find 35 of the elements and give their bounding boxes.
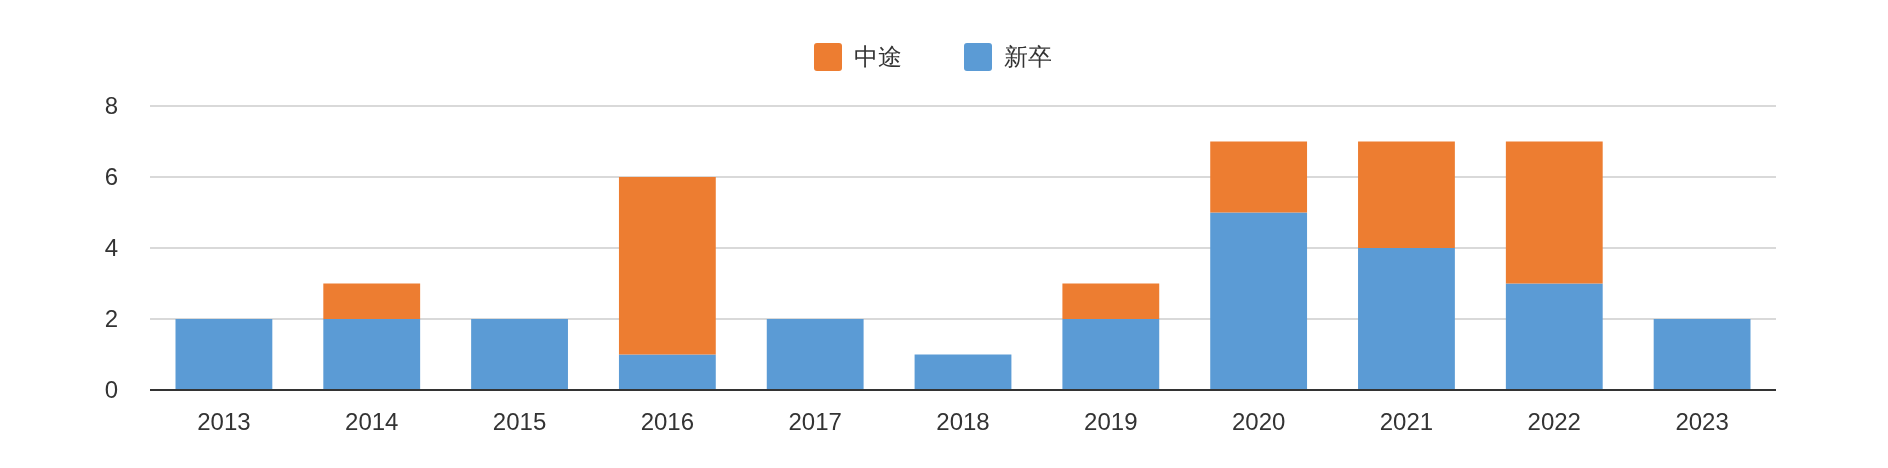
x-tick-label: 2020 [1231, 408, 1286, 435]
x-tick-label: 2021 [1379, 408, 1434, 435]
x-tick-label: 2014 [345, 408, 399, 435]
legend-label: 中途 [854, 43, 902, 70]
bar [1653, 319, 1751, 390]
x-tick-label: 2016 [640, 408, 695, 435]
y-tick-label: 8 [104, 92, 118, 119]
x-tick-label: 2022 [1527, 408, 1581, 435]
y-tick-label: 4 [104, 234, 118, 261]
y-tick-label: 6 [104, 163, 118, 190]
legend-label: 新卒 [1004, 43, 1052, 70]
x-tick-label: 2018 [936, 408, 990, 435]
x-tick-label: 2023 [1675, 408, 1729, 435]
bar [618, 354, 716, 390]
bar [1505, 283, 1603, 390]
y-tick-label: 2 [104, 305, 118, 332]
x-tick-label: 2013 [197, 408, 251, 435]
y-tick-label: 0 [104, 376, 118, 403]
bar [914, 354, 1012, 390]
x-tick-label: 2015 [492, 408, 547, 435]
x-tick-label: 2017 [788, 408, 842, 435]
bar [1505, 141, 1603, 284]
bar [323, 319, 421, 390]
bar [1062, 283, 1160, 319]
x-tick-label: 2019 [1084, 408, 1138, 435]
bar [1210, 141, 1308, 213]
bar [1358, 248, 1455, 390]
bar [323, 283, 421, 319]
bar [1358, 141, 1455, 248]
bar [766, 319, 864, 390]
bar [1210, 212, 1308, 390]
bar [1062, 319, 1160, 390]
bar [471, 319, 568, 390]
bar [618, 177, 716, 355]
bar [175, 319, 273, 390]
